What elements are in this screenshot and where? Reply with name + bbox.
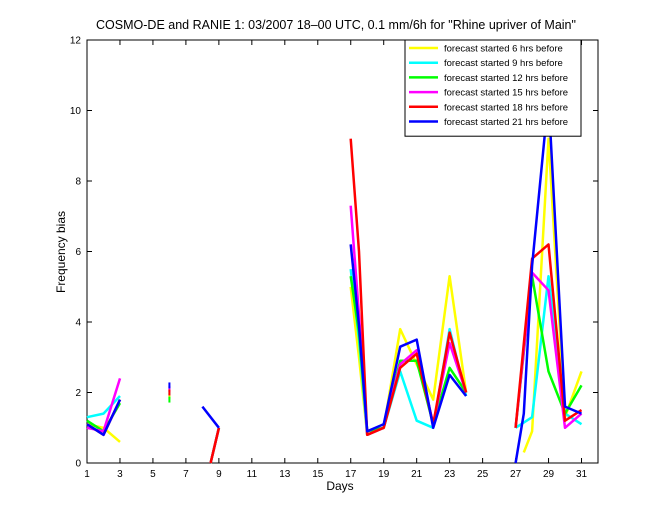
x-tick-label: 17 [345, 469, 357, 480]
series-line [349, 138, 468, 437]
legend-entry: forecast started 15 hrs before [409, 88, 568, 99]
series-line [201, 405, 220, 429]
legend-label: forecast started 15 hrs before [444, 88, 568, 99]
y-tick-label: 2 [75, 388, 81, 399]
y-tick-label: 8 [75, 177, 81, 188]
y-tick-label: 12 [70, 36, 82, 47]
chart-title: COSMO-DE and RANIE 1: 03/2007 18–00 UTC,… [96, 18, 576, 32]
series-line [209, 427, 221, 464]
y-axis-label: Frequency bias [54, 211, 68, 293]
x-tick-label: 19 [378, 469, 390, 480]
x-axis-label: Days [326, 479, 353, 493]
series-5 [86, 95, 582, 464]
y-tick-label: 4 [75, 318, 81, 329]
legend-label: forecast started 12 hrs before [444, 73, 568, 84]
x-tick-label: 27 [510, 469, 522, 480]
legend-entry: forecast started 12 hrs before [409, 73, 568, 84]
series-line [514, 95, 582, 464]
series-layer [86, 95, 583, 464]
x-tick-label: 5 [150, 469, 156, 480]
legend-label: forecast started 21 hrs before [444, 117, 568, 128]
x-tick-label: 15 [312, 469, 324, 480]
y-tick-label: 6 [75, 247, 81, 258]
x-tick-label: 9 [216, 469, 222, 480]
x-tick-label: 21 [411, 469, 423, 480]
y-tick-label: 10 [70, 106, 82, 117]
legend-label: forecast started 6 hrs before [444, 44, 563, 55]
x-tick-label: 23 [444, 469, 456, 480]
x-tick-label: 25 [477, 469, 489, 480]
legend-entry: forecast started 18 hrs before [409, 102, 568, 113]
legend-entry: forecast started 6 hrs before [409, 44, 563, 55]
legend-entry: forecast started 9 hrs before [409, 58, 563, 69]
series-line [349, 244, 468, 433]
x-tick-label: 31 [576, 469, 588, 480]
legend: forecast started 6 hrs before forecast st… [404, 39, 582, 137]
x-tick-label: 29 [543, 469, 555, 480]
x-tick-label: 7 [183, 469, 189, 480]
legend-entry: forecast started 21 hrs before [409, 117, 568, 128]
y-tick-label: 0 [75, 459, 81, 470]
series-line [514, 243, 583, 428]
x-tick-label: 11 [247, 469, 258, 480]
x-tick-label: 13 [279, 469, 291, 480]
series-line [86, 395, 121, 419]
series-line [86, 399, 122, 437]
x-tick-label: 3 [117, 469, 123, 480]
legend-box [404, 39, 582, 137]
legend-label: forecast started 9 hrs before [444, 58, 563, 69]
legend-label: forecast started 18 hrs before [444, 102, 568, 113]
x-tick-label: 1 [84, 469, 90, 480]
